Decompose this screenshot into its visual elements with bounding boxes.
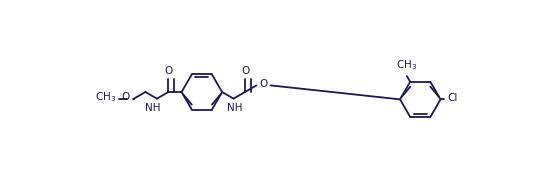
Text: CH$_3$: CH$_3$ — [95, 90, 116, 104]
Text: O: O — [241, 66, 249, 76]
Text: Cl: Cl — [447, 93, 457, 103]
Text: CH$_3$: CH$_3$ — [397, 59, 418, 72]
Text: O: O — [164, 66, 173, 76]
Text: NH: NH — [145, 103, 160, 113]
Text: O: O — [260, 79, 268, 89]
Text: O: O — [122, 92, 130, 102]
Text: NH: NH — [227, 103, 243, 113]
